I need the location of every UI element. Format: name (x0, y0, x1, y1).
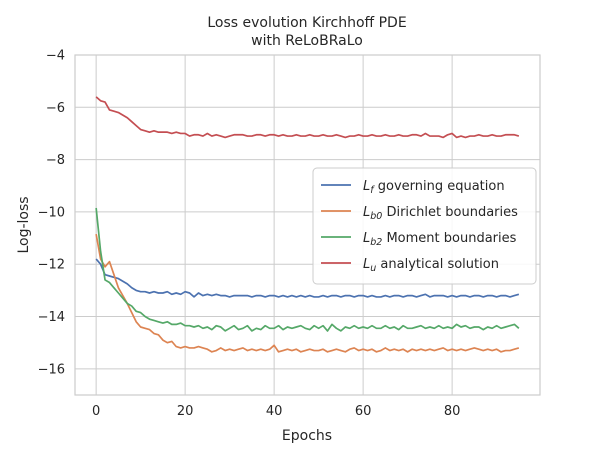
legend-label: Lb2 Moment boundaries (363, 231, 517, 248)
x-tick-label: 0 (92, 404, 100, 419)
series-line-2 (95, 234, 520, 353)
legend: Lf governing equation Lb0 Dirichlet bound… (312, 167, 537, 285)
y-tick-label: −14 (38, 310, 65, 325)
legend-label: Lu analytical solution (363, 257, 499, 274)
y-tick-label: −8 (46, 153, 65, 168)
x-tick-label: 60 (355, 404, 372, 419)
tick-labels: 0 20 40 60 80 −16 −14 −12 −10 −8 −6 −4 (38, 49, 461, 420)
y-axis-label: Log-loss (16, 196, 32, 253)
y-tick-label: −16 (38, 362, 65, 377)
x-tick-label: 80 (444, 404, 461, 419)
legend-label: Lf governing equation (363, 179, 505, 196)
legend-box (312, 167, 537, 285)
series-line-4 (95, 96, 520, 139)
y-tick-label: −10 (38, 205, 65, 220)
x-axis-label: Epochs (282, 428, 332, 444)
series-line-1 (95, 258, 520, 298)
legend-label: Lb0 Dirichlet boundaries (363, 205, 518, 222)
x-tick-label: 20 (177, 404, 194, 419)
x-tick-label: 40 (266, 404, 283, 419)
chart-title-line-1: Loss evolution Kirchhoff PDE (207, 15, 406, 31)
axes-frame (74, 54, 541, 396)
data-series (95, 96, 520, 353)
y-tick-label: −12 (38, 258, 65, 273)
chart-title: Loss evolution Kirchhoff PDE with ReLoBR… (207, 15, 406, 49)
chart-title-line-2: with ReLoBRaLo (251, 33, 363, 49)
y-tick-label: −6 (46, 101, 65, 116)
y-tick-label: −4 (46, 49, 65, 64)
series-line-3 (95, 207, 520, 332)
plot-area-border (74, 54, 541, 396)
